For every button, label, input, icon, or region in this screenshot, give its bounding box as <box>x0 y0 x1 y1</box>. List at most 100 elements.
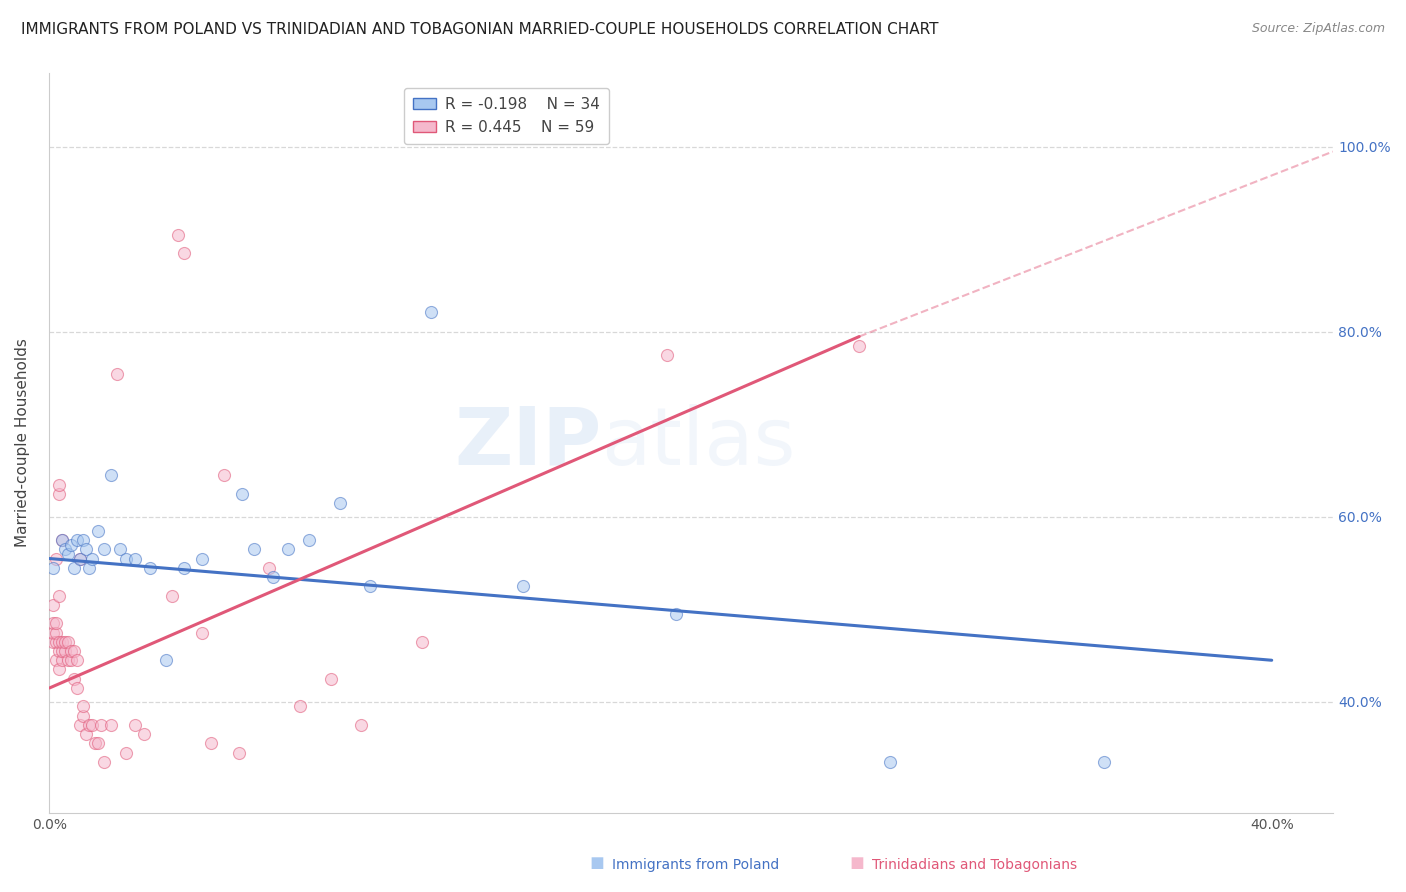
Point <box>41 616 63 631</box>
Point <box>512 579 534 593</box>
Point <box>228 746 250 760</box>
Point <box>155 653 177 667</box>
Point <box>53 542 76 557</box>
Point <box>231 487 253 501</box>
Legend: R = -0.198    N = 34, R = 0.445    N = 59: R = -0.198 N = 34, R = 0.445 N = 59 <box>404 88 609 144</box>
Point <box>59 644 82 658</box>
Point <box>75 727 97 741</box>
Point <box>124 551 146 566</box>
Point <box>93 542 115 557</box>
Point <box>45 634 67 648</box>
Point <box>212 468 235 483</box>
Point <box>56 653 79 667</box>
Point <box>84 737 107 751</box>
Point <box>420 304 443 318</box>
Y-axis label: Married-couple Households: Married-couple Households <box>15 338 30 548</box>
Point <box>48 663 70 677</box>
Point <box>124 718 146 732</box>
Point <box>59 538 82 552</box>
Point <box>75 542 97 557</box>
Text: ◼: ◼ <box>589 855 605 872</box>
Point <box>48 589 70 603</box>
Text: ◼: ◼ <box>849 855 865 872</box>
Point <box>411 634 433 648</box>
Text: ZIP: ZIP <box>454 404 602 482</box>
Point <box>1092 755 1115 769</box>
Point <box>45 551 67 566</box>
Text: Trinidadians and Tobagonians: Trinidadians and Tobagonians <box>872 858 1077 872</box>
Point <box>134 727 156 741</box>
Point <box>45 616 67 631</box>
Point <box>87 737 110 751</box>
Point <box>63 644 86 658</box>
Point <box>41 625 63 640</box>
Point <box>87 524 110 538</box>
Point <box>51 533 73 547</box>
Point <box>329 496 352 510</box>
Point <box>100 718 122 732</box>
Point <box>41 598 63 612</box>
Point <box>41 634 63 648</box>
Point <box>90 718 112 732</box>
Point <box>51 533 73 547</box>
Point <box>56 634 79 648</box>
Point <box>56 547 79 561</box>
Point <box>191 551 214 566</box>
Point <box>262 570 284 584</box>
Point <box>319 672 342 686</box>
Point <box>66 681 89 695</box>
Point <box>48 634 70 648</box>
Point <box>48 477 70 491</box>
Point <box>63 561 86 575</box>
Point <box>59 653 82 667</box>
Point <box>243 542 266 557</box>
Point <box>51 653 73 667</box>
Point <box>665 607 688 621</box>
Point <box>173 561 195 575</box>
Text: IMMIGRANTS FROM POLAND VS TRINIDADIAN AND TOBAGONIAN MARRIED-COUPLE HOUSEHOLDS C: IMMIGRANTS FROM POLAND VS TRINIDADIAN AN… <box>21 22 939 37</box>
Point <box>82 551 104 566</box>
Point <box>277 542 299 557</box>
Point <box>114 551 136 566</box>
Point <box>69 718 91 732</box>
Point <box>139 561 162 575</box>
Point <box>53 634 76 648</box>
Point <box>63 672 86 686</box>
Point <box>655 348 678 362</box>
Point <box>77 718 100 732</box>
Point <box>48 487 70 501</box>
Point <box>72 708 94 723</box>
Point <box>298 533 321 547</box>
Point <box>41 561 63 575</box>
Point <box>114 746 136 760</box>
Point <box>173 246 195 260</box>
Point <box>259 561 281 575</box>
Point <box>100 468 122 483</box>
Text: atlas: atlas <box>602 404 796 482</box>
Point <box>53 644 76 658</box>
Text: Source: ZipAtlas.com: Source: ZipAtlas.com <box>1251 22 1385 36</box>
Point <box>848 339 870 353</box>
Point <box>879 755 901 769</box>
Point <box>51 634 73 648</box>
Point <box>288 699 311 714</box>
Point <box>69 551 91 566</box>
Point <box>51 644 73 658</box>
Point <box>108 542 131 557</box>
Point <box>200 737 222 751</box>
Point <box>45 653 67 667</box>
Point <box>72 533 94 547</box>
Point <box>82 718 104 732</box>
Point <box>93 755 115 769</box>
Point <box>69 551 91 566</box>
Point <box>77 561 100 575</box>
Point <box>45 625 67 640</box>
Point <box>72 699 94 714</box>
Point <box>48 644 70 658</box>
Point <box>160 589 183 603</box>
Point <box>166 227 188 242</box>
Point <box>66 653 89 667</box>
Point <box>359 579 381 593</box>
Point <box>350 718 373 732</box>
Text: Immigrants from Poland: Immigrants from Poland <box>612 858 779 872</box>
